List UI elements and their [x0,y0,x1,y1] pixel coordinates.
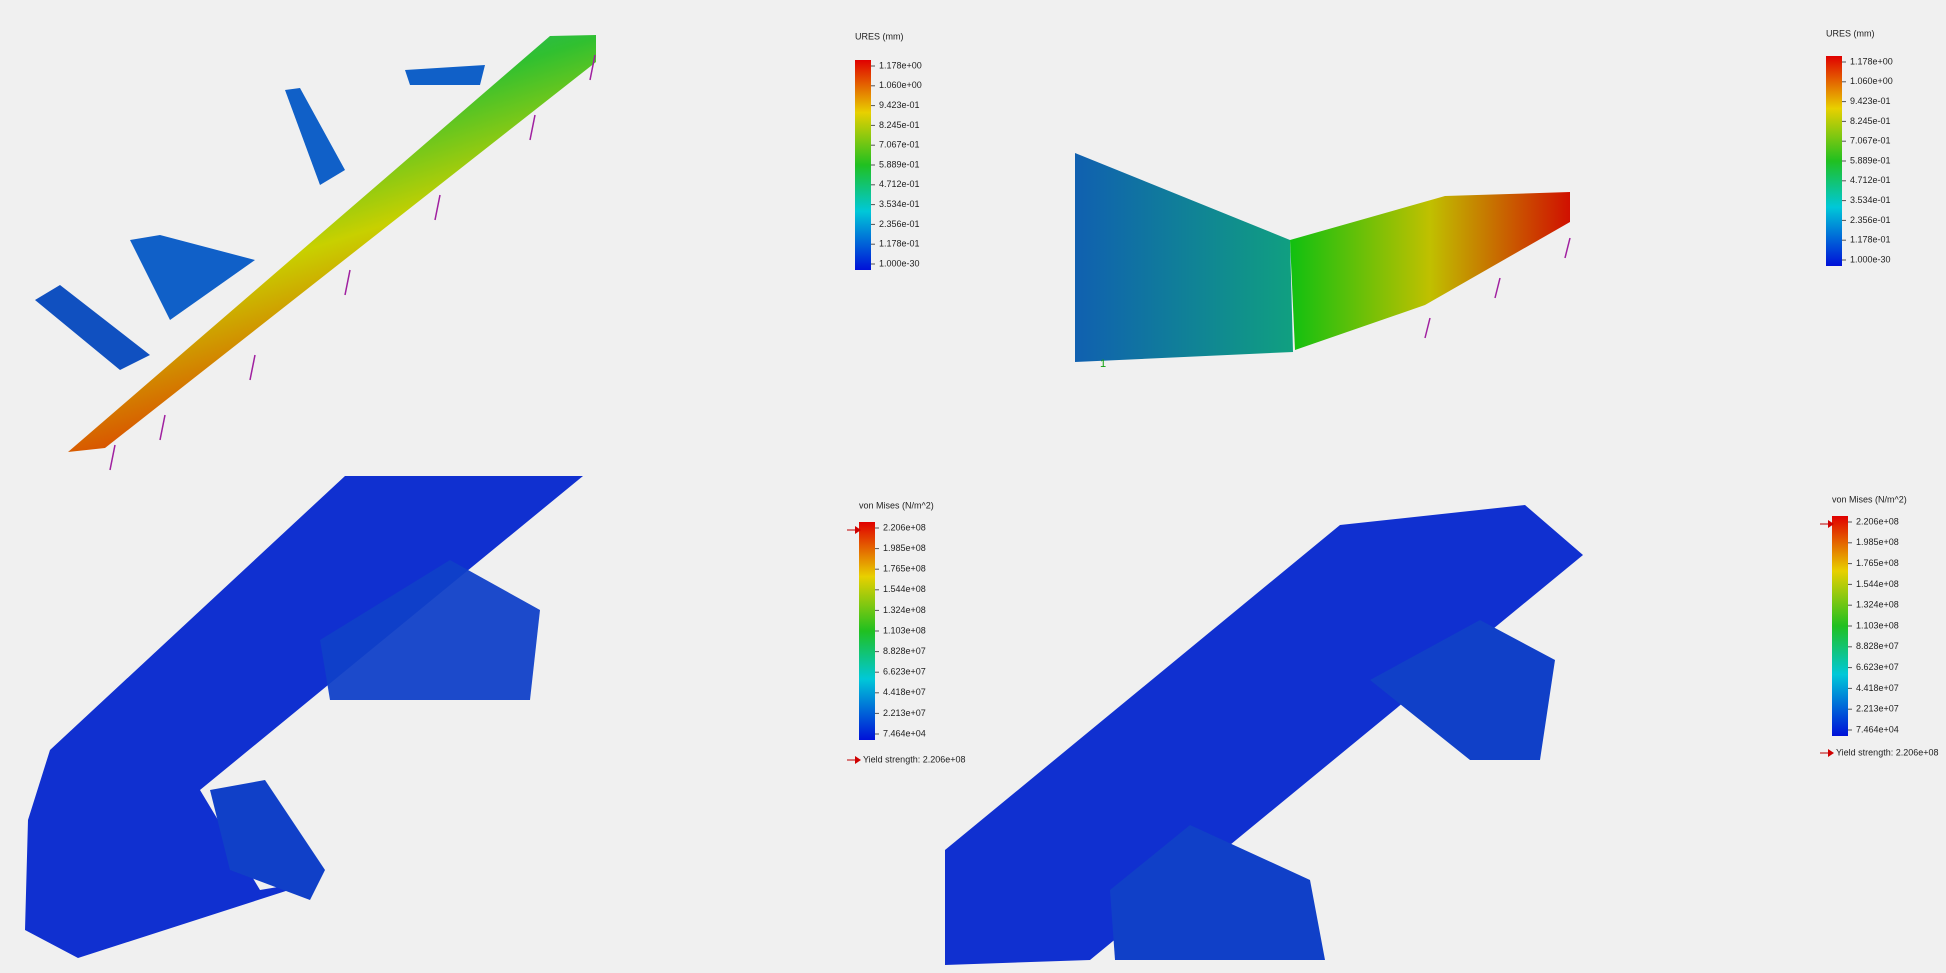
legend-label: 4.712e-01 [1850,175,1891,185]
legend-label: 5.889e-01 [1850,155,1891,165]
model-view [35,35,596,471]
legend-label: 2.206e+08 [883,522,926,532]
legend-label: 4.418e+07 [1856,683,1899,693]
color-bar [1832,516,1848,736]
legend-label: 1.103e+08 [883,625,926,635]
legend-title: von Mises (N/m^2) [859,500,934,510]
legend-label: 6.623e+07 [883,667,926,677]
legend-label: 5.889e-01 [879,159,920,169]
legend-label: 1.544e+08 [1856,579,1899,589]
model-view: 1 [1075,153,1571,370]
legend-label: 2.206e+08 [1856,516,1899,526]
yield-marker [1828,749,1834,757]
legend-label: 3.534e-01 [879,199,920,209]
legend-label: 1.985e+08 [1856,537,1899,547]
legend-label: 6.623e+07 [1856,662,1899,672]
legend-label: 1.324e+08 [1856,600,1899,610]
legend-label: 7.464e+04 [883,728,926,738]
legend-label: 2.213e+07 [1856,704,1899,714]
model-view [945,505,1583,965]
legend-label: 1.060e+00 [1850,76,1893,86]
legend-label: 9.423e-01 [879,100,920,110]
model-view [25,476,583,958]
legend-label: 1.178e+00 [879,60,922,70]
legend-label: 8.828e+07 [1856,641,1899,651]
legend-label: 1.000e-30 [879,258,920,268]
legend-label: 8.245e-01 [879,120,920,130]
legend-label: 7.067e-01 [879,140,920,150]
legend-label: 2.213e+07 [883,708,926,718]
legend-label: 1.060e+00 [879,80,922,90]
yield-label: Yield strength: 2.206e+08 [863,754,966,764]
legend-label: 4.712e-01 [879,179,920,189]
legend-label: 1.178e+00 [1850,56,1893,66]
yield-marker [855,526,861,534]
legend-label: 3.534e-01 [1850,195,1891,205]
legend-label: 1.765e+08 [883,564,926,574]
legend-label: 4.418e+07 [883,687,926,697]
yield-marker [855,756,861,764]
yield-label: Yield strength: 2.206e+08 [1836,747,1939,757]
marker-label: 1 [1100,358,1106,370]
yield-marker [1828,520,1834,528]
color-bar [859,522,875,740]
legend-title: URES (mm) [855,31,904,41]
legend-label: 9.423e-01 [1850,96,1891,106]
legend-label: 1.178e-01 [1850,235,1891,245]
legend-label: 1.103e+08 [1856,620,1899,630]
legend-label: 1.544e+08 [883,584,926,594]
legend-label: 1.985e+08 [883,543,926,553]
legend-label: 1.324e+08 [883,605,926,615]
legend-label: 8.245e-01 [1850,116,1891,126]
legend-label: 2.356e-01 [1850,215,1891,225]
legend-label: 7.464e+04 [1856,724,1899,734]
legend-label: 8.828e+07 [883,646,926,656]
legend-label: 1.000e-30 [1850,254,1891,264]
legend-label: 1.178e-01 [879,239,920,249]
legend-label: 7.067e-01 [1850,136,1891,146]
legend-label: 1.765e+08 [1856,558,1899,568]
legend-label: 2.356e-01 [879,219,920,229]
legend-title: URES (mm) [1826,28,1875,38]
color-bar [1826,56,1842,266]
color-bar [855,60,871,270]
legend-title: von Mises (N/m^2) [1832,494,1907,504]
